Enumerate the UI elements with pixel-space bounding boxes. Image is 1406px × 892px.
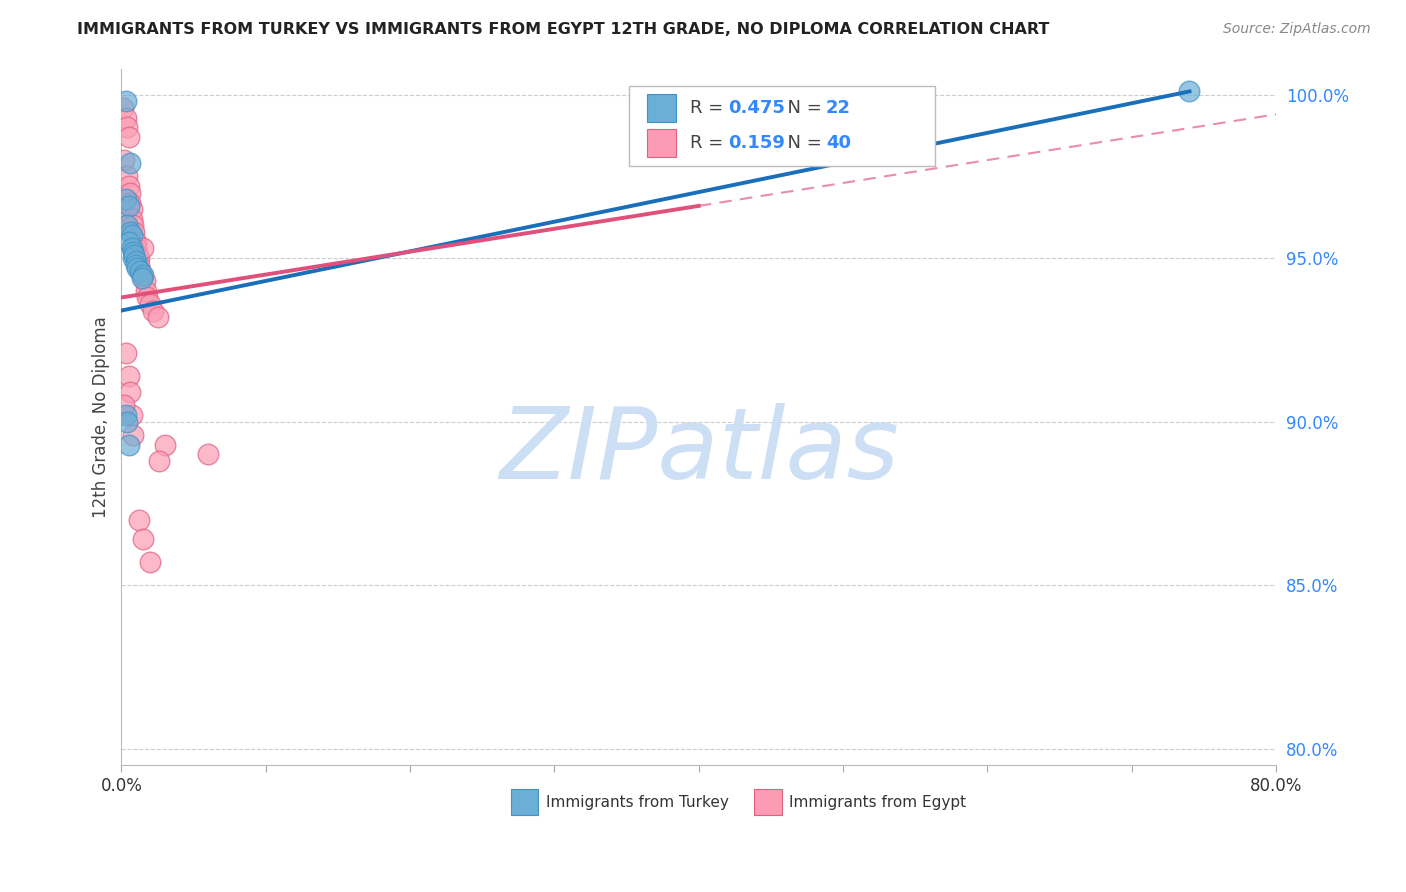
Point: [120, 225, 142, 239]
Text: 40: 40: [825, 134, 851, 152]
Text: Immigrants from Turkey: Immigrants from Turkey: [547, 795, 730, 810]
Point: [131, 270, 153, 285]
Text: IMMIGRANTS FROM TURKEY VS IMMIGRANTS FROM EGYPT 12TH GRADE, NO DIPLOMA CORRELATI: IMMIGRANTS FROM TURKEY VS IMMIGRANTS FRO…: [77, 22, 1050, 37]
Text: R =: R =: [689, 134, 728, 152]
Point: [131, 268, 153, 282]
Point: [122, 251, 145, 265]
Text: 22: 22: [825, 99, 851, 117]
Text: N =: N =: [776, 134, 828, 152]
Point: [114, 192, 136, 206]
Point: [114, 346, 136, 360]
FancyBboxPatch shape: [754, 789, 782, 815]
Y-axis label: 12th Grade, No Diploma: 12th Grade, No Diploma: [93, 316, 110, 517]
Point: [128, 258, 150, 272]
Point: [111, 101, 134, 115]
Point: [1178, 84, 1201, 98]
Point: [129, 264, 152, 278]
Point: [118, 130, 141, 145]
Point: [118, 199, 141, 213]
Point: [112, 153, 135, 167]
FancyBboxPatch shape: [647, 95, 676, 122]
Point: [112, 398, 135, 412]
Point: [121, 211, 143, 226]
Point: [121, 408, 143, 422]
Point: [197, 447, 219, 461]
Point: [139, 297, 162, 311]
Point: [132, 241, 155, 255]
Point: [115, 120, 138, 135]
Point: [136, 290, 159, 304]
Point: [118, 368, 141, 383]
Point: [122, 427, 145, 442]
Text: 0.475: 0.475: [728, 99, 785, 117]
FancyBboxPatch shape: [630, 86, 935, 166]
FancyBboxPatch shape: [647, 129, 676, 157]
Point: [120, 156, 142, 170]
Point: [134, 274, 156, 288]
Point: [124, 225, 146, 239]
FancyBboxPatch shape: [510, 789, 538, 815]
Point: [132, 533, 155, 547]
Point: [125, 258, 148, 272]
Point: [118, 179, 141, 194]
Text: N =: N =: [776, 99, 828, 117]
Point: [146, 310, 169, 324]
Point: [120, 195, 142, 210]
Point: [153, 437, 176, 451]
Point: [128, 251, 150, 265]
Point: [118, 437, 141, 451]
Point: [121, 241, 143, 255]
Point: [115, 219, 138, 233]
Point: [127, 248, 149, 262]
Point: [129, 264, 152, 278]
Point: [125, 235, 148, 249]
Point: [120, 186, 142, 200]
Point: [114, 94, 136, 108]
Text: R =: R =: [689, 99, 728, 117]
Point: [139, 555, 162, 569]
Text: Immigrants from Egypt: Immigrants from Egypt: [789, 795, 966, 810]
Point: [121, 202, 143, 216]
Point: [121, 228, 143, 243]
Point: [148, 454, 170, 468]
Point: [125, 241, 148, 255]
Point: [124, 248, 146, 262]
Point: [115, 415, 138, 429]
Text: Source: ZipAtlas.com: Source: ZipAtlas.com: [1223, 22, 1371, 37]
Text: 0.159: 0.159: [728, 134, 785, 152]
Point: [135, 284, 157, 298]
Point: [118, 235, 141, 249]
Point: [115, 169, 138, 184]
Point: [142, 303, 165, 318]
Text: ZIPatlas: ZIPatlas: [499, 403, 898, 500]
Point: [125, 254, 148, 268]
Point: [122, 244, 145, 259]
Point: [114, 408, 136, 422]
Point: [127, 260, 149, 275]
Point: [120, 385, 142, 400]
Point: [128, 513, 150, 527]
Point: [114, 111, 136, 125]
Point: [132, 268, 155, 282]
Point: [124, 231, 146, 245]
Point: [122, 219, 145, 233]
